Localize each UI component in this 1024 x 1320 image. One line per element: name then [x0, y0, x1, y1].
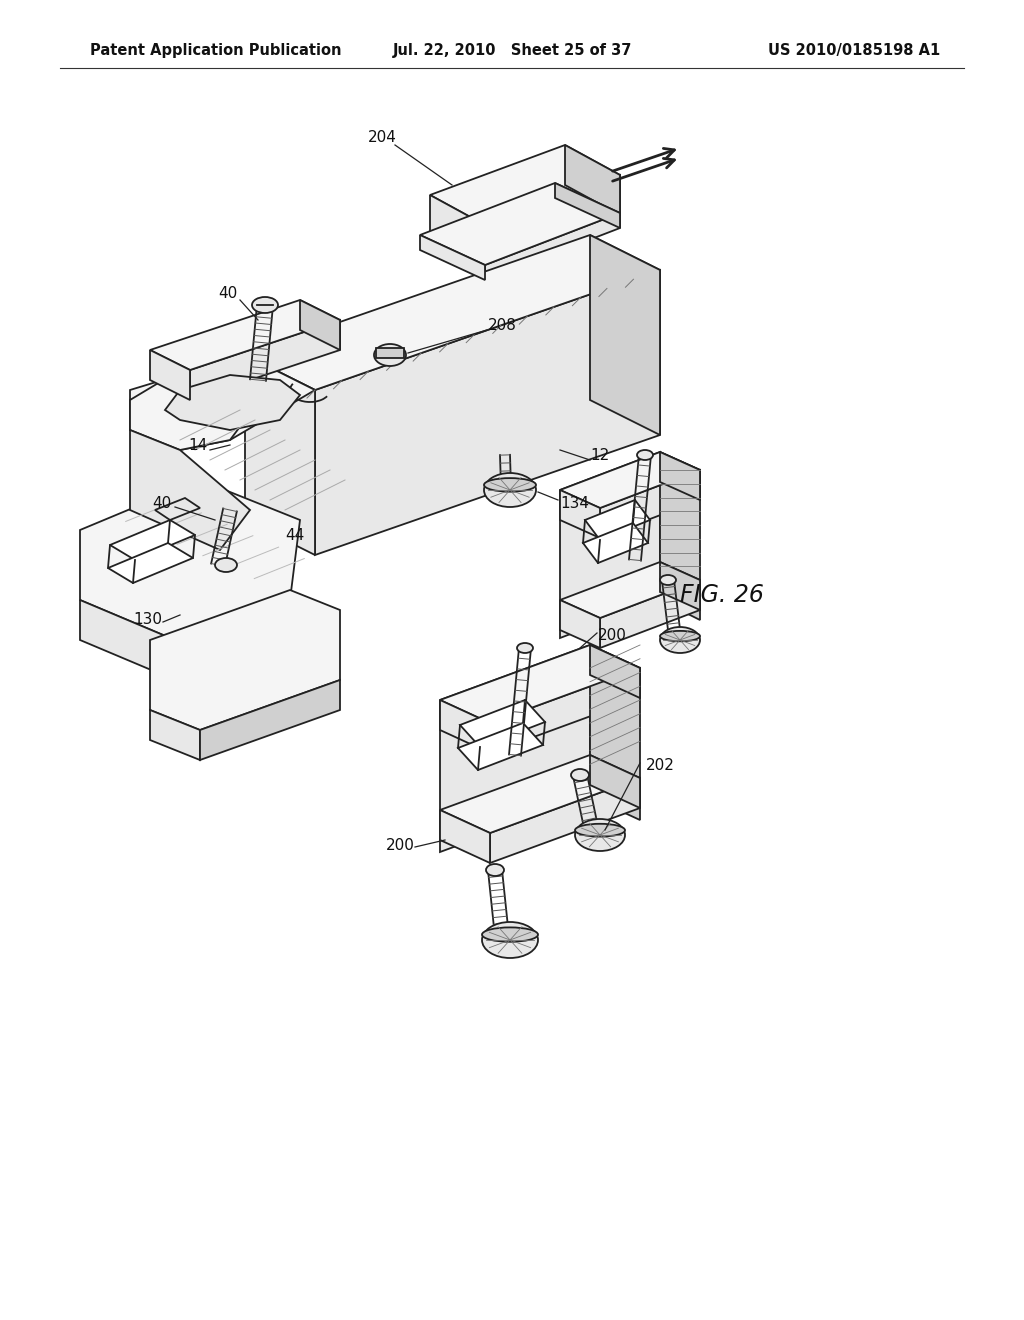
Polygon shape — [460, 700, 545, 747]
Polygon shape — [108, 543, 193, 583]
Text: US 2010/0185198 A1: US 2010/0185198 A1 — [768, 42, 940, 58]
Ellipse shape — [484, 478, 536, 491]
Polygon shape — [245, 355, 315, 554]
Polygon shape — [150, 300, 340, 370]
Polygon shape — [585, 500, 650, 540]
Polygon shape — [440, 645, 590, 851]
Polygon shape — [565, 145, 620, 215]
Ellipse shape — [215, 558, 237, 572]
Text: 204: 204 — [368, 129, 396, 144]
Polygon shape — [130, 355, 315, 450]
Polygon shape — [155, 498, 200, 520]
Polygon shape — [110, 520, 195, 560]
Polygon shape — [660, 451, 700, 500]
Polygon shape — [130, 355, 245, 450]
Polygon shape — [590, 235, 660, 436]
Polygon shape — [315, 271, 660, 554]
Polygon shape — [420, 183, 620, 265]
Text: 200: 200 — [598, 627, 627, 643]
Polygon shape — [440, 810, 490, 863]
Polygon shape — [458, 723, 543, 770]
Text: 202: 202 — [645, 758, 675, 772]
Text: 208: 208 — [487, 318, 516, 333]
Polygon shape — [590, 645, 640, 820]
Polygon shape — [560, 451, 660, 638]
Polygon shape — [600, 470, 700, 539]
Polygon shape — [490, 777, 640, 863]
Polygon shape — [485, 213, 620, 280]
Polygon shape — [80, 480, 300, 640]
Ellipse shape — [374, 345, 406, 366]
Text: 14: 14 — [188, 437, 208, 453]
Polygon shape — [190, 319, 340, 400]
Polygon shape — [245, 235, 660, 389]
Polygon shape — [440, 755, 640, 833]
Polygon shape — [130, 430, 250, 550]
Text: Patent Application Publication: Patent Application Publication — [90, 42, 341, 58]
Text: 134: 134 — [560, 495, 590, 511]
Ellipse shape — [517, 643, 534, 653]
Polygon shape — [660, 562, 700, 610]
Polygon shape — [490, 668, 640, 752]
Polygon shape — [150, 590, 340, 730]
Polygon shape — [590, 755, 640, 808]
Ellipse shape — [575, 824, 625, 837]
Ellipse shape — [252, 297, 278, 313]
Polygon shape — [555, 183, 620, 228]
Text: Jul. 22, 2010   Sheet 25 of 37: Jul. 22, 2010 Sheet 25 of 37 — [392, 42, 632, 58]
Text: 40: 40 — [153, 495, 172, 511]
Polygon shape — [420, 235, 485, 280]
Polygon shape — [300, 300, 340, 350]
Ellipse shape — [575, 818, 625, 851]
Ellipse shape — [482, 921, 538, 958]
Polygon shape — [600, 579, 700, 648]
Polygon shape — [430, 195, 485, 265]
Text: FIG. 26: FIG. 26 — [680, 583, 764, 607]
Ellipse shape — [484, 473, 536, 507]
Polygon shape — [560, 562, 700, 618]
Polygon shape — [175, 601, 290, 680]
Polygon shape — [440, 645, 640, 723]
Polygon shape — [560, 490, 600, 539]
Polygon shape — [440, 700, 490, 752]
Polygon shape — [150, 710, 200, 760]
Polygon shape — [485, 176, 620, 265]
Polygon shape — [560, 451, 700, 508]
Ellipse shape — [571, 770, 589, 781]
Polygon shape — [200, 680, 340, 760]
Polygon shape — [376, 348, 404, 358]
Polygon shape — [430, 145, 620, 224]
Ellipse shape — [660, 576, 676, 585]
Text: 44: 44 — [286, 528, 304, 543]
Polygon shape — [80, 601, 175, 680]
Ellipse shape — [486, 865, 504, 876]
Text: 200: 200 — [386, 837, 415, 853]
Polygon shape — [165, 375, 300, 430]
Polygon shape — [590, 645, 640, 698]
Text: 40: 40 — [218, 285, 238, 301]
Text: 12: 12 — [591, 447, 609, 462]
Text: 130: 130 — [133, 612, 163, 627]
Polygon shape — [660, 451, 700, 620]
Polygon shape — [583, 523, 648, 564]
Ellipse shape — [482, 928, 538, 941]
Polygon shape — [150, 350, 190, 400]
Ellipse shape — [637, 450, 653, 459]
Polygon shape — [560, 601, 600, 648]
Ellipse shape — [660, 627, 700, 653]
Ellipse shape — [660, 631, 700, 642]
